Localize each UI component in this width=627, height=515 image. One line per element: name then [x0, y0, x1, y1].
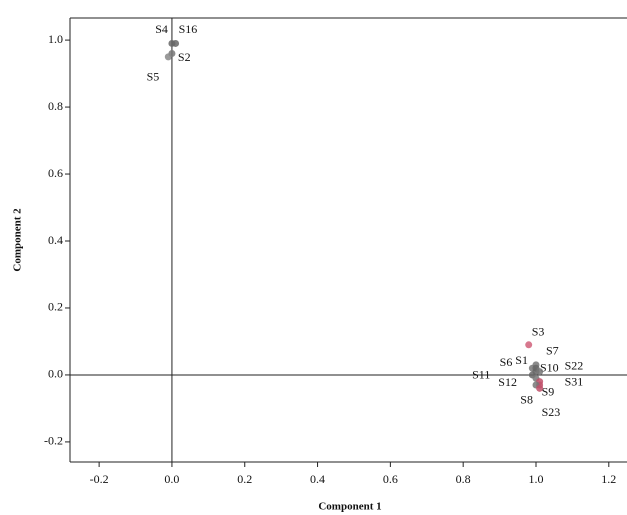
- point-label: S7: [546, 344, 559, 358]
- x-tick-label: 0.2: [237, 472, 252, 486]
- y-tick-label: 1.0: [48, 32, 63, 46]
- point-label: S31: [565, 374, 584, 388]
- x-tick-label: 0.0: [164, 472, 179, 486]
- y-tick-label: 0.0: [48, 367, 63, 381]
- x-tick-label: -0.2: [90, 472, 109, 486]
- x-tick-label: 1.2: [601, 472, 616, 486]
- x-axis-label: Component 1: [318, 501, 381, 513]
- y-axis-label: Component 2: [12, 208, 24, 272]
- x-tick-label: 0.4: [310, 472, 325, 486]
- point: [536, 384, 544, 392]
- x-tick-label: 0.6: [383, 472, 398, 486]
- x-tick-label: 1.0: [528, 472, 543, 486]
- point-label: S1: [515, 353, 528, 367]
- point-label: S12: [498, 375, 517, 389]
- point-label: S4: [155, 22, 168, 36]
- point: [536, 368, 544, 376]
- y-tick-label: 0.6: [48, 166, 63, 180]
- point: [164, 53, 172, 61]
- y-tick-label: -0.2: [44, 434, 63, 448]
- point-label: S5: [147, 70, 160, 84]
- point: [525, 341, 533, 349]
- point-label: S6: [500, 355, 513, 369]
- point-label: S9: [542, 385, 555, 399]
- y-tick-label: 0.2: [48, 300, 63, 314]
- point-label: S8: [520, 393, 533, 407]
- y-tick-label: 0.4: [48, 233, 63, 247]
- point: [172, 39, 180, 47]
- point-label: S22: [565, 358, 584, 372]
- point-label: S2: [178, 50, 191, 64]
- point-label: S23: [542, 405, 561, 419]
- point-label: S10: [540, 360, 559, 374]
- point-label: S16: [179, 22, 198, 36]
- y-tick-label: 0.8: [48, 99, 63, 113]
- x-tick-label: 0.8: [456, 472, 471, 486]
- point-label: S11: [472, 368, 490, 382]
- point-label: S3: [532, 325, 545, 339]
